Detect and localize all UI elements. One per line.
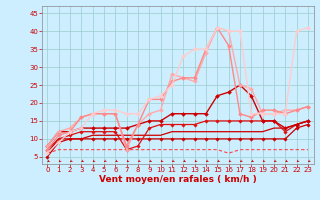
X-axis label: Vent moyen/en rafales ( km/h ): Vent moyen/en rafales ( km/h )	[99, 175, 256, 184]
